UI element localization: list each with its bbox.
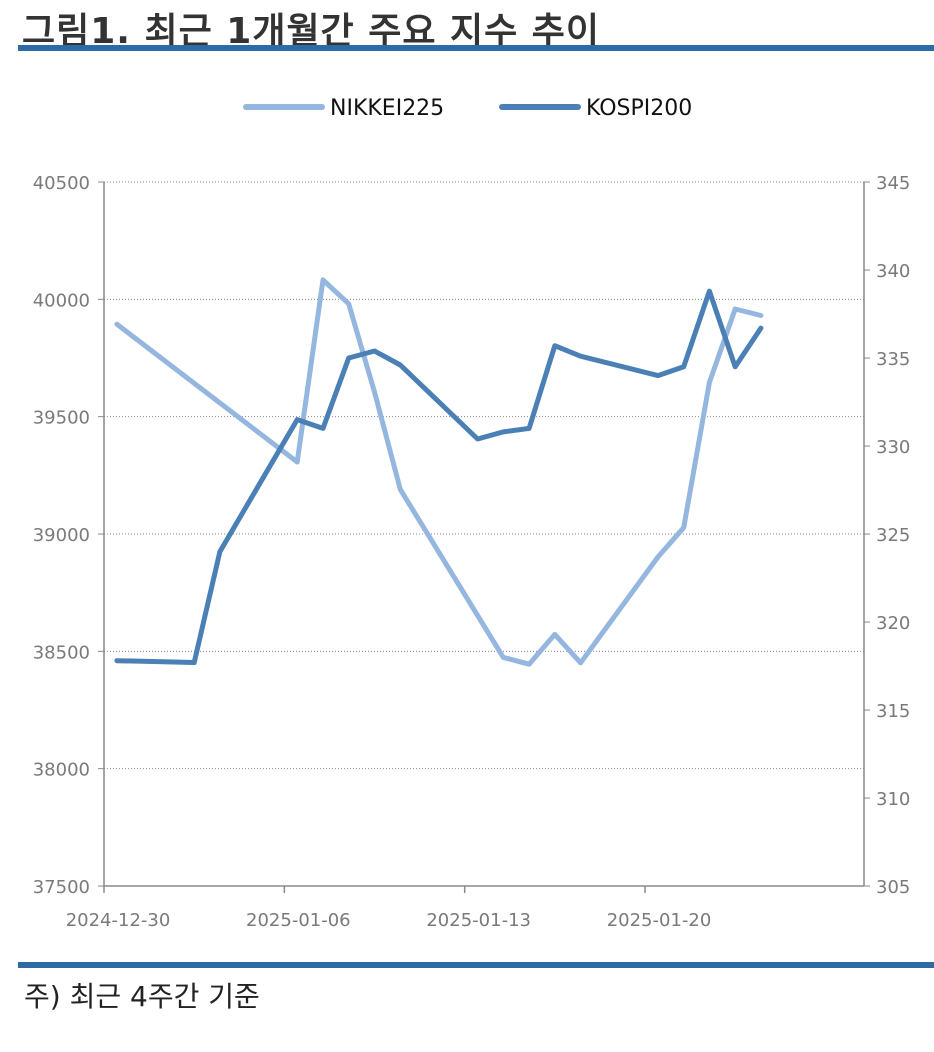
right-axis-tick-label: 305	[876, 877, 910, 898]
left-axis-tick-label: 40500	[33, 173, 90, 194]
legend-label-nikkei225: NIKKEI225	[330, 96, 444, 121]
right-axis-tick-label: 325	[876, 525, 910, 546]
series-lines	[114, 277, 764, 667]
right-axis-tick-label: 345	[876, 173, 910, 194]
legend: NIKKEI225 KOSPI200	[243, 96, 692, 121]
line-chart: 37500 38000 38500 39000 39500 40000 40500 305 31…	[33, 96, 911, 931]
x-axis-tick-label: 2025-01-13	[426, 910, 531, 931]
x-axis-tick-label: 2025-01-20	[607, 910, 712, 931]
right-axis-tick-label: 315	[876, 701, 910, 722]
right-axis-tick-label: 310	[876, 789, 910, 810]
footer-rule	[18, 962, 934, 968]
series-line-kospi200	[114, 288, 764, 665]
axes	[98, 181, 870, 893]
right-axis-tick-label: 340	[876, 261, 910, 282]
series-line-nikkei225	[114, 277, 764, 667]
left-axis-tick-label: 37500	[33, 877, 90, 898]
right-axis-tick-label: 320	[876, 613, 910, 634]
left-axis-tick-label: 39000	[33, 525, 90, 546]
legend-label-kospi200: KOSPI200	[586, 96, 692, 121]
right-axis-tick-label: 330	[876, 437, 910, 458]
title-rule	[18, 45, 934, 51]
left-axis-tick-label: 39500	[33, 408, 90, 429]
x-axis-tick-label: 2024-12-30	[66, 910, 171, 931]
left-axis-tick-label: 38500	[33, 642, 90, 663]
x-axis-tick-label: 2025-01-06	[246, 910, 351, 931]
tick-labels: 37500 38000 38500 39000 39500 40000 40500 305 31…	[33, 173, 911, 931]
left-axis-tick-label: 38000	[33, 760, 90, 781]
gridlines	[104, 181, 864, 770]
right-axis-tick-label: 335	[876, 349, 910, 370]
footnote: 주) 최근 4주간 기준	[24, 980, 260, 1013]
left-axis-tick-label: 40000	[33, 290, 90, 311]
